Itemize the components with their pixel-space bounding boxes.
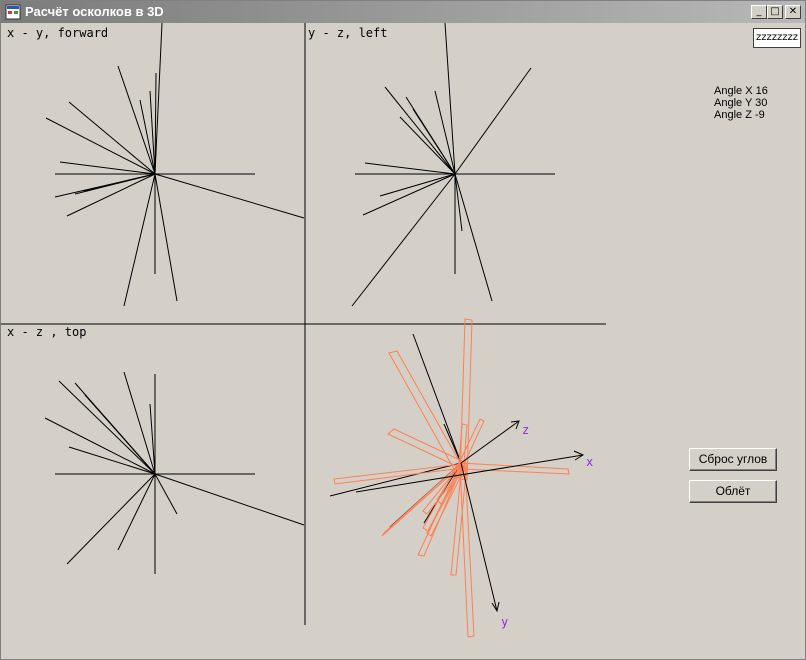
angle-y-label: Angle Y 30 [714,97,768,109]
forward-view-fragments [45,23,305,307]
x-axis-label: x [586,455,593,469]
left-view-label: y - z, left [308,26,388,40]
app-icon [5,4,21,20]
y-axis-label: y [501,615,508,629]
z-axis-line [460,420,520,464]
y-axis-arrow-icon [491,601,500,613]
top-view-fragments [44,371,305,574]
forward-view-label: x - y, forward [7,26,109,40]
3d-axes [355,420,585,613]
z-axis-label: z [522,423,529,437]
angle-x-label: Angle X 16 [714,85,768,97]
projection-canvas: z x y [1,23,606,638]
top-view-label: x - z , top [7,325,87,339]
minimize-button[interactable]: _ [751,5,767,19]
3d-view-orange-fragments [333,318,570,638]
x-axis-arrow-icon [573,450,585,461]
y-axis-line [460,462,498,612]
client-area: z x y x - y, forward y - z, left x - z ,… [1,23,805,659]
left-view-fragments [351,23,555,307]
close-button[interactable]: ✕ [785,5,801,19]
angles-panel: Angle X 16 Angle Y 30 Angle Z -9 [714,85,768,121]
window-title: Расчёт осколков в 3D [25,4,164,19]
angle-z-label: Angle Z -9 [714,109,765,121]
text-input[interactable]: zzzzzzzz [753,28,801,48]
flyby-button[interactable]: Облёт [689,480,777,503]
x-axis-line [355,454,584,493]
maximize-button[interactable]: □ [767,5,783,19]
z-axis-arrow-icon [510,420,520,430]
title-bar[interactable]: Расчёт осколков в 3D _ □ ✕ [1,1,805,23]
reset-angles-button[interactable]: Сброс углов [689,448,777,471]
